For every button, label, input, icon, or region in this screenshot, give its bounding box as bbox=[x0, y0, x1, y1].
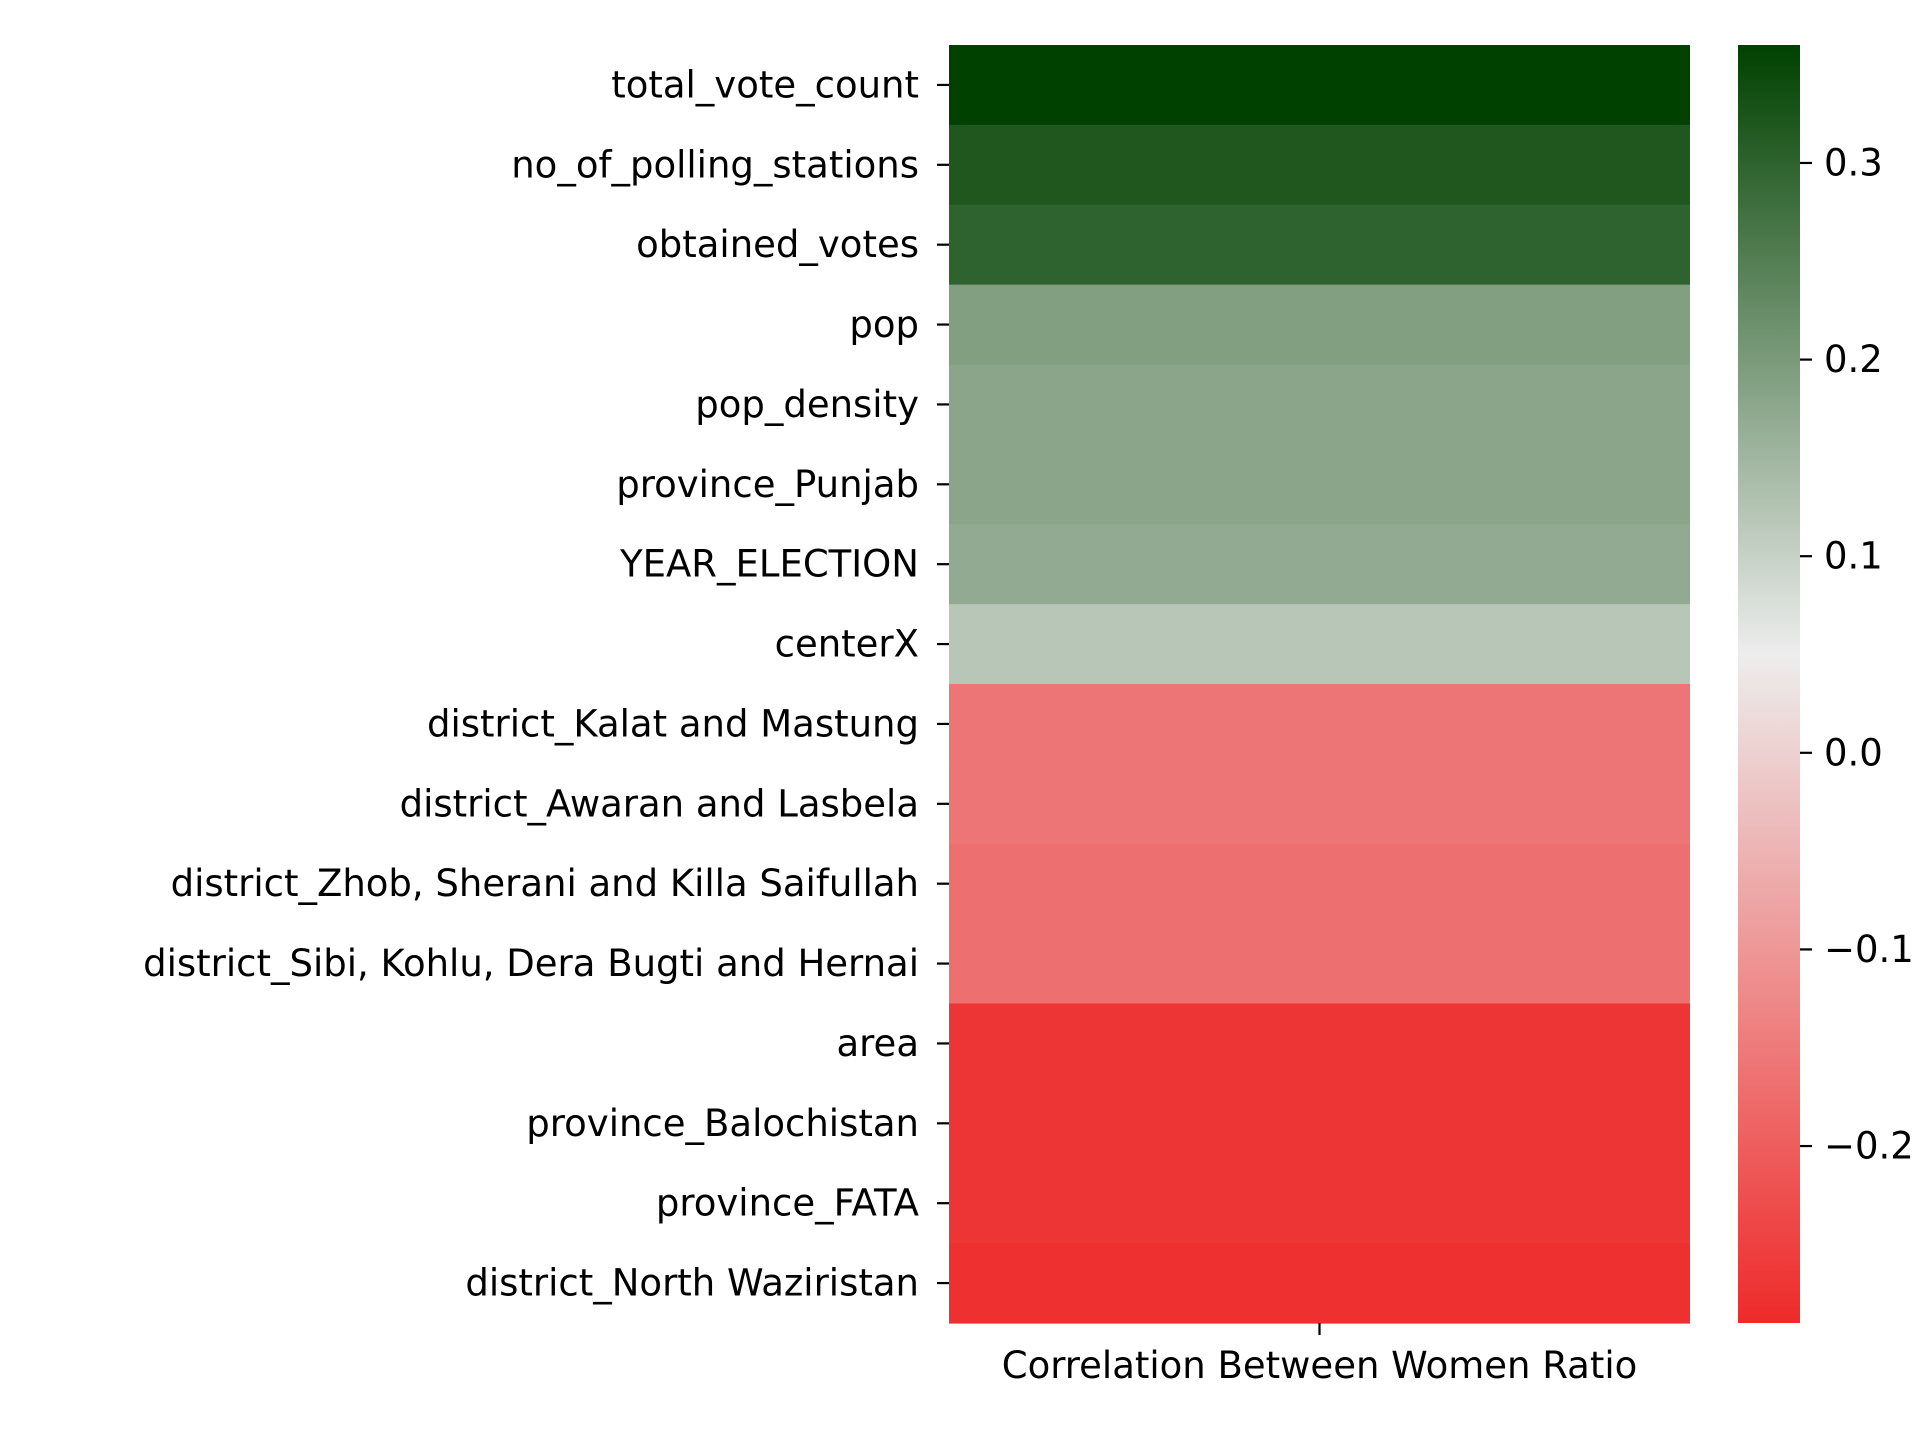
heatmap-cell bbox=[949, 1003, 1690, 1084]
colorbar-tick-label: 0.2 bbox=[1824, 338, 1883, 381]
colorbar: −0.2 −0.1 0.0 0.1 0.2 0.3 bbox=[1738, 45, 1914, 1323]
x-tick-label: Correlation Between Women Ratio bbox=[1002, 1344, 1638, 1387]
y-tick-label: district_Zhob, Sherani and Killa Saifull… bbox=[171, 862, 919, 905]
y-tick-label: area bbox=[836, 1022, 919, 1065]
y-tick-label: no_of_polling_stations bbox=[511, 143, 919, 186]
colorbar-gradient bbox=[1738, 45, 1800, 1323]
heatmap-cell bbox=[949, 684, 1690, 765]
heatmap-cell bbox=[949, 1243, 1690, 1324]
heatmap-cell bbox=[949, 284, 1690, 366]
heatmap-cell bbox=[949, 843, 1690, 925]
heatmap-cell bbox=[949, 1163, 1690, 1244]
y-tick-label: district_Sibi, Kohlu, Dera Bugti and Her… bbox=[143, 942, 919, 985]
y-tick-label: centerX bbox=[775, 623, 919, 666]
colorbar-tick-label: 0.0 bbox=[1824, 731, 1883, 774]
y-axis: total_vote_count no_of_polling_stationsob… bbox=[143, 63, 949, 1305]
y-tick-label: district_North Waziristan bbox=[465, 1262, 919, 1305]
y-tick-label: district_Awaran and Lasbela bbox=[400, 782, 919, 825]
heatmap-cells bbox=[949, 45, 1690, 1324]
y-tick-label: YEAR_ELECTION bbox=[619, 543, 919, 586]
heatmap-cell bbox=[949, 524, 1690, 605]
heatmap-cell bbox=[949, 364, 1690, 445]
y-tick-label: province_Balochistan bbox=[526, 1102, 919, 1145]
y-tick-label: obtained_votes bbox=[636, 223, 919, 266]
colorbar-tick-label: 0.3 bbox=[1824, 141, 1883, 184]
colorbar-tick-label: −0.1 bbox=[1824, 928, 1914, 971]
y-tick-label: province_Punjab bbox=[616, 463, 919, 506]
x-axis: Correlation Between Women Ratio bbox=[1002, 1323, 1638, 1387]
y-tick-label: district_Kalat and Mastung bbox=[427, 702, 919, 745]
y-tick-label: province_FATA bbox=[656, 1182, 919, 1225]
heatmap-cell bbox=[949, 1083, 1690, 1164]
colorbar-tick-label: −0.2 bbox=[1824, 1125, 1914, 1168]
y-tick-label: pop_density bbox=[695, 383, 919, 426]
heatmap-cell bbox=[949, 923, 1690, 1005]
y-tick-label: pop bbox=[849, 303, 919, 346]
heatmap-cell bbox=[949, 45, 1690, 126]
heatmap-cell bbox=[949, 763, 1690, 845]
heatmap-cell bbox=[949, 124, 1690, 206]
heatmap-cell bbox=[949, 604, 1690, 685]
heatmap-cell bbox=[949, 444, 1690, 525]
colorbar-tick-label: 0.1 bbox=[1824, 535, 1883, 578]
heatmap-cell bbox=[949, 204, 1690, 286]
y-tick-label: total_vote_count bbox=[611, 63, 919, 106]
